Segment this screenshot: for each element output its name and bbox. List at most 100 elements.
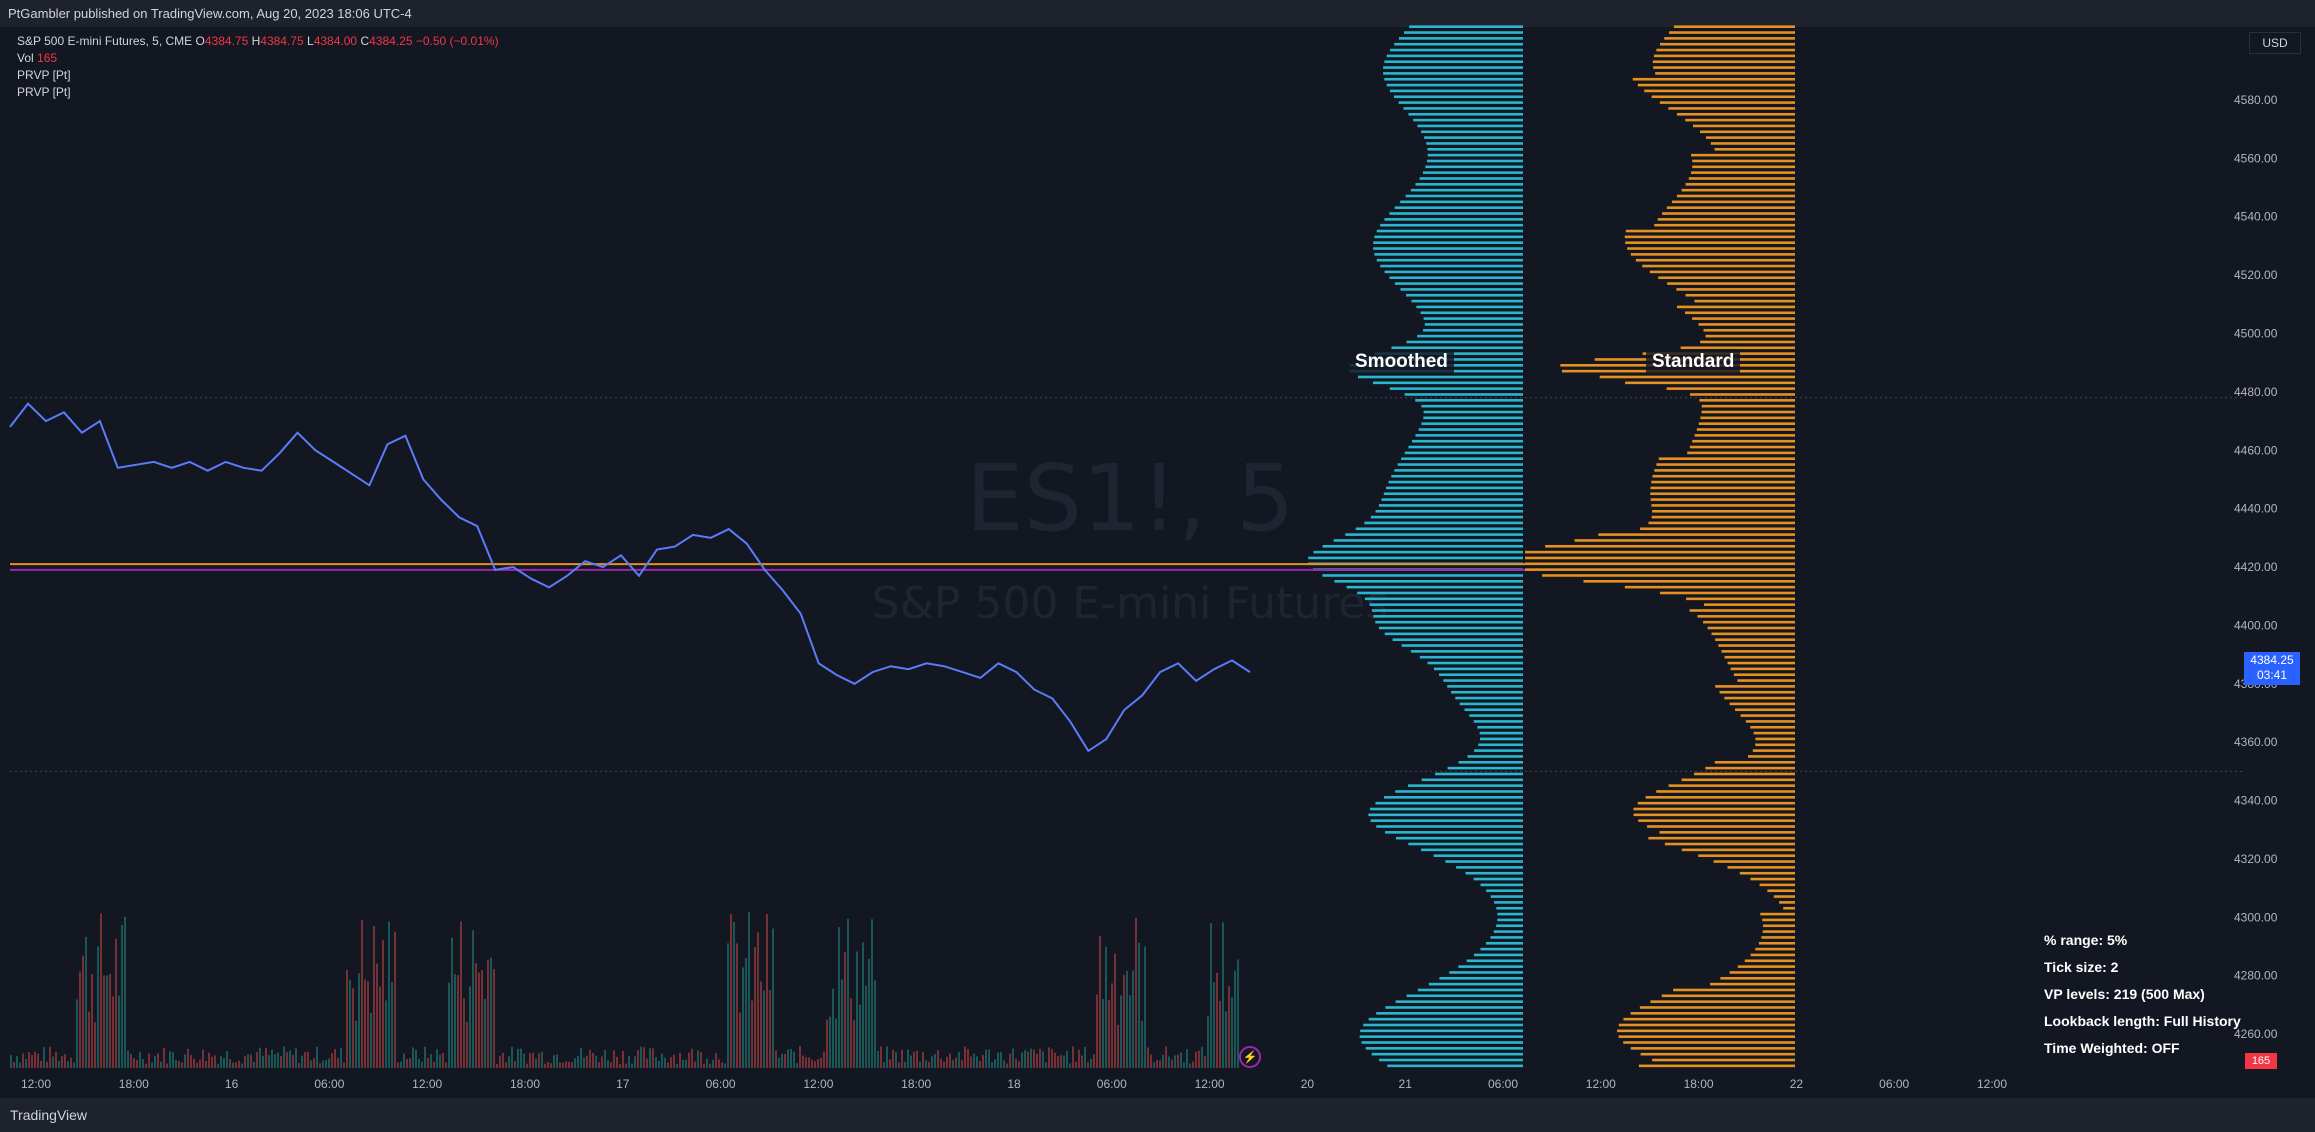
vp-bar [1698, 323, 1795, 326]
vp-bar [1685, 183, 1795, 186]
volume-bar [607, 1060, 609, 1068]
vp-bar [1650, 492, 1795, 496]
vp-bar [1415, 434, 1523, 437]
lightning-icon[interactable]: ⚡ [1239, 1046, 1261, 1068]
vp-bar [1394, 469, 1523, 472]
volume-bar [1111, 983, 1113, 1068]
vp-bar [1383, 72, 1523, 75]
volume-bar [967, 1049, 969, 1068]
vp-bar [1724, 696, 1795, 700]
vp-bar [1423, 328, 1523, 332]
vp-bar [1755, 743, 1795, 747]
info-tick: Tick size: 2 [2044, 959, 2119, 975]
volume-bar [1192, 1061, 1194, 1068]
volume-bar [847, 918, 849, 1068]
volume-bar [865, 985, 867, 1068]
volume-bar [403, 1053, 405, 1068]
volume-bar [82, 955, 84, 1068]
volume-bar [526, 1063, 528, 1068]
volume-bar [1171, 1059, 1173, 1068]
volume-bar [109, 973, 111, 1068]
vp-bar [1406, 340, 1523, 344]
volume-bar [328, 1058, 330, 1068]
volume-bar [424, 1046, 426, 1068]
vp-bar [1707, 626, 1795, 630]
x-tick-label: 12:00 [21, 1077, 51, 1091]
vp-bar [1480, 883, 1523, 887]
volume-bar [172, 1052, 174, 1068]
volume-bar [496, 1063, 498, 1068]
volume-bar [61, 1055, 63, 1068]
volume-bar [43, 1047, 45, 1068]
vp-bar [1653, 66, 1795, 69]
volume-bar [118, 995, 120, 1068]
volume-bar [1033, 1049, 1035, 1068]
vp-bar [1439, 976, 1523, 980]
currency-button[interactable]: USD [2249, 32, 2301, 54]
vp-bar [1697, 615, 1795, 618]
vp-bar [1397, 463, 1523, 466]
vp-bar [1758, 941, 1795, 945]
volume-bar [1126, 970, 1128, 1068]
vp-bar [1727, 661, 1795, 665]
volume-bar [412, 1047, 414, 1068]
vp-bar [1632, 77, 1795, 81]
vp-bar [1458, 965, 1523, 968]
vp-bar [1408, 112, 1523, 116]
volume-bar [1231, 996, 1233, 1068]
volume-bar [520, 1048, 522, 1068]
legend-indicator-2[interactable]: PRVP [Pt] [17, 85, 71, 99]
vp-bar [1369, 603, 1523, 606]
volume-bar [580, 1047, 582, 1068]
legend-indicator-1[interactable]: PRVP [Pt] [17, 68, 71, 82]
volume-bar [1030, 1048, 1032, 1068]
volume-bar [406, 1059, 408, 1068]
vp-bar [1404, 451, 1523, 455]
vp-bar [1630, 1047, 1795, 1050]
legend-volume-row[interactable]: Vol 165 [17, 51, 57, 65]
vp-bar [1525, 562, 1795, 566]
volume-bar [277, 1052, 279, 1068]
volume-bar [643, 1047, 645, 1068]
volume-bar [409, 1058, 411, 1068]
label-standard: Standard [1646, 349, 1741, 375]
vp-bar [1699, 399, 1795, 402]
volume-bar [46, 1061, 48, 1068]
vp-bar [1737, 965, 1795, 968]
volume-bar [1105, 946, 1107, 1068]
volume-bar [1180, 1052, 1182, 1068]
volume-bar [814, 1061, 816, 1068]
volume-bar [157, 1053, 159, 1068]
volume-bar [634, 1056, 636, 1068]
vp-bar [1750, 877, 1795, 881]
vp-bar [1599, 375, 1795, 379]
vp-bar [1383, 66, 1523, 69]
vp-bar [1456, 866, 1523, 869]
volume-bar [841, 979, 843, 1068]
volume-bar [976, 1056, 978, 1068]
volume-bar [568, 1061, 570, 1068]
vp-bar [1744, 959, 1795, 963]
vp-bar [1384, 796, 1523, 799]
volume-bar [574, 1058, 576, 1068]
vp-bar [1635, 258, 1795, 262]
volume-bar [1078, 1049, 1080, 1068]
volume-bar [382, 940, 384, 1068]
x-tick-label: 18:00 [119, 1077, 149, 1091]
volume-bar [1159, 1060, 1161, 1068]
volume-bar [937, 1050, 939, 1068]
volume-bar [862, 942, 864, 1068]
vp-bar [1692, 159, 1795, 163]
vp-bar [1411, 299, 1523, 303]
volume-bar [286, 1052, 288, 1068]
volume-bar [1156, 1059, 1158, 1068]
volume-bar [1219, 1000, 1221, 1068]
vp-bar [1676, 112, 1795, 116]
vp-bar [1739, 871, 1795, 875]
volume-bar [553, 1055, 555, 1068]
vp-bar [1387, 1064, 1523, 1068]
y-tick-label: 4440.00 [2234, 502, 2278, 516]
volume-bar [538, 1053, 540, 1068]
volume-bar [1075, 1061, 1077, 1068]
